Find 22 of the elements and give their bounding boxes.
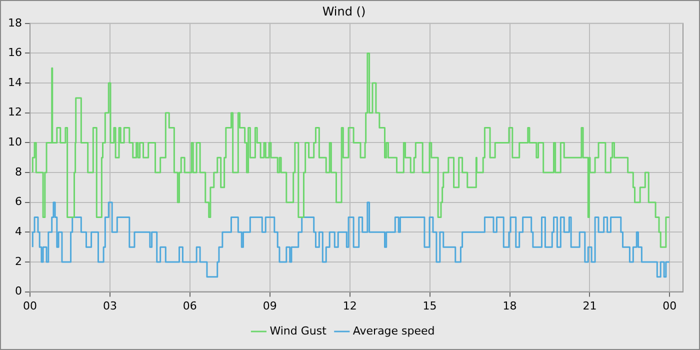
y-tick-label: 12: [8, 106, 22, 119]
x-tick-label: 21: [582, 299, 597, 312]
chart-title: Wind (): [322, 4, 366, 18]
legend-label: Average speed: [352, 324, 435, 338]
x-tick-label: 12: [342, 299, 357, 312]
y-tick-label: 16: [8, 46, 22, 60]
y-tick-label: 0: [14, 284, 22, 298]
legend-label: Wind Gust: [270, 324, 328, 338]
x-tick-label: 03: [102, 299, 117, 312]
y-tick-label: 2: [14, 254, 22, 268]
x-tick-label: 09: [262, 299, 277, 312]
x-tick-label: 15: [422, 299, 437, 312]
x-tick-label: 00: [22, 299, 37, 312]
y-tick-label: 10: [8, 136, 22, 149]
y-tick-label: 18: [8, 16, 22, 30]
y-tick-label: 6: [14, 195, 22, 208]
y-tick-label: 4: [14, 225, 22, 238]
x-tick-label: 00: [662, 299, 677, 312]
y-tick-label: 14: [8, 76, 22, 89]
x-tick-label: 18: [502, 299, 517, 312]
y-tick-label: 8: [14, 165, 22, 178]
x-tick-label: 06: [182, 299, 197, 312]
